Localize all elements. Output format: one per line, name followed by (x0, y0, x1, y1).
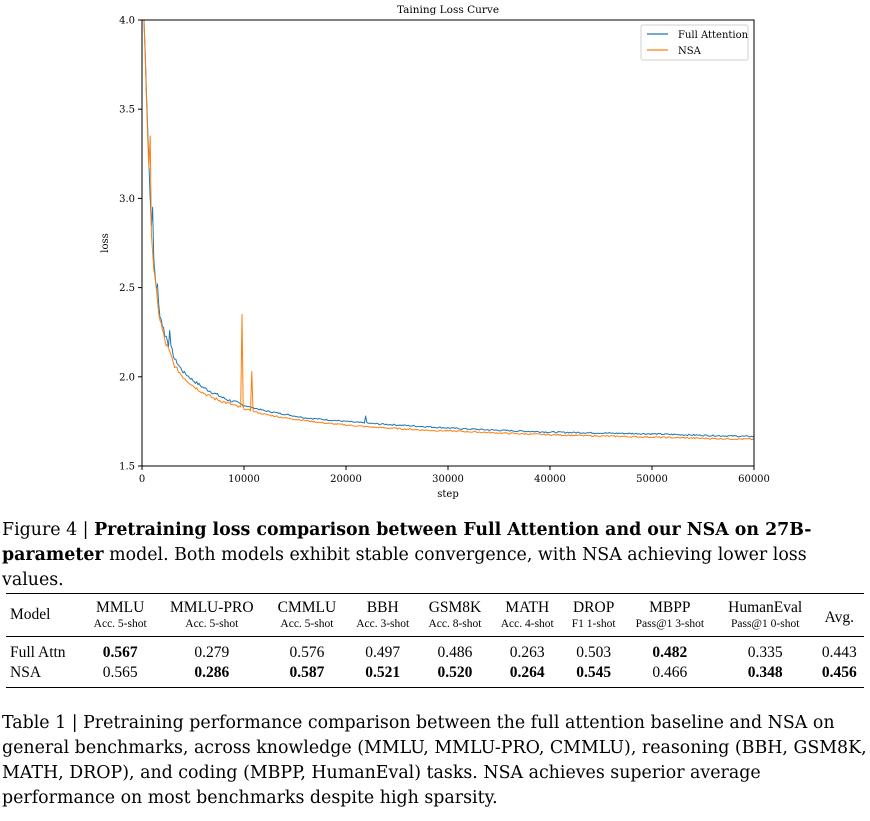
col-header-name: MMLU (84, 593, 157, 617)
y-tick-label: 3.5 (119, 105, 135, 116)
y-tick-label: 3.0 (119, 194, 135, 205)
col-header-name: GSM8K (418, 593, 492, 617)
model-header: Model (6, 593, 85, 637)
legend-label-full-attention: Full Attention (678, 30, 749, 41)
x-tick-label: 40000 (534, 474, 566, 485)
table-row: NSA 0.565 0.286 0.587 0.521 0.520 0.264 … (6, 663, 864, 688)
col-header-metric: Acc. 3-shot (346, 617, 419, 637)
col-header-name: BBH (346, 593, 419, 617)
col-header-metric: Acc. 8-shot (418, 617, 492, 637)
chart-legend: Full Attention NSA (640, 24, 749, 61)
col-header-name: MBPP (623, 593, 716, 617)
table-cell: 0.443 (821, 644, 857, 661)
table-cell: 0.576 (289, 644, 325, 661)
table-cell: 0.286 (156, 663, 268, 688)
x-tick-label: 50000 (636, 474, 668, 485)
table-cell: 0.482 (652, 644, 688, 661)
avg-header: Avg. (814, 593, 864, 637)
x-axis-label: step (437, 489, 458, 500)
plot-area: 0 10000 20000 30000 40000 50000 60000 1.5 2.0 2.… (119, 16, 770, 486)
col-header-name: DROP (563, 593, 624, 617)
col-header-name: CMMLU (267, 593, 347, 617)
table-cell: 0.264 (491, 663, 564, 688)
header-row-metrics: Acc. 5-shot Acc. 5-shot Acc. 5-shot Acc.… (6, 617, 864, 637)
table-cell: 0.567 (102, 644, 138, 661)
results-table: Model MMLU MMLU-PRO CMMLU BBH GSM8K MATH… (6, 593, 864, 688)
row-model-name: Full Attn (10, 644, 66, 661)
table-cell: 0.520 (418, 663, 492, 688)
table-cell: 0.545 (563, 663, 624, 688)
plot-frame (141, 19, 755, 467)
table-cell: 0.456 (814, 663, 864, 688)
table-cell: 0.348 (715, 663, 815, 688)
col-header-metric: Pass@1 0-shot (715, 617, 815, 637)
x-tick-label: 30000 (432, 474, 464, 485)
table-cell: 0.497 (365, 644, 401, 661)
table-cell: 0.503 (576, 644, 612, 661)
col-header-metric: Acc. 5-shot (267, 617, 347, 637)
col-header-metric: Acc. 4-shot (491, 617, 564, 637)
curves (143, 20, 754, 441)
table-cell: 0.486 (437, 644, 473, 661)
col-header-metric: Acc. 5-shot (156, 617, 268, 637)
x-tick-label: 60000 (738, 474, 770, 485)
col-header-metric: F1 1-shot (563, 617, 624, 637)
x-tick-label: 0 (139, 474, 145, 485)
table-cell: 0.466 (623, 663, 716, 688)
table-cell: 0.279 (194, 644, 230, 661)
y-tick-label: 4.0 (119, 16, 135, 27)
table-cell: 0.335 (747, 644, 783, 661)
y-tick-label: 1.5 (119, 462, 135, 473)
table-cell: 0.587 (267, 663, 347, 688)
y-tick-label: 2.5 (119, 283, 135, 294)
series-line-nsa (143, 21, 754, 441)
y-tick-label: 2.0 (119, 372, 135, 383)
table-cell: 0.263 (509, 644, 545, 661)
table-row: Full Attn 0.567 0.279 0.576 0.497 0.486 … (6, 637, 864, 664)
series-line-full-attention (143, 20, 754, 438)
y-axis-label: loss (100, 233, 111, 252)
table-cell: 0.521 (346, 663, 419, 688)
figure-caption-rest: model. Both models exhibit stable conver… (2, 545, 807, 590)
table-cell: 0.565 (84, 663, 157, 688)
col-header-name: MMLU-PRO (156, 593, 268, 617)
x-tick-label: 10000 (228, 474, 260, 485)
figure-caption-bold: Pretraining loss comparison between Full… (2, 520, 812, 565)
x-tick-label: 20000 (330, 474, 362, 485)
y-axis-ticks: 1.5 2.0 2.5 3.0 3.5 4.0 (119, 16, 142, 473)
col-header-metric: Acc. 5-shot (84, 617, 157, 637)
x-axis-ticks: 0 10000 20000 30000 40000 50000 60000 (139, 466, 770, 485)
chart-title: Taining Loss Curve (397, 4, 499, 16)
loss-curve-figure: 0 10000 20000 30000 40000 50000 60000 1.5 2.0 2.… (100, 4, 770, 500)
table-caption: Table 1 | Pretraining performance compar… (2, 713, 867, 808)
col-header-name: HumanEval (715, 593, 815, 617)
figure-caption: Figure 4 | Pretraining loss comparison b… (2, 518, 868, 593)
legend-label-nsa: NSA (678, 46, 702, 57)
row-model-name: NSA (6, 663, 85, 688)
figure-caption-label: Figure 4 | (2, 520, 95, 540)
col-header-metric: Pass@1 3-shot (623, 617, 716, 637)
header-row-names: Model MMLU MMLU-PRO CMMLU BBH GSM8K MATH… (6, 593, 864, 637)
col-header-name: MATH (491, 593, 564, 617)
